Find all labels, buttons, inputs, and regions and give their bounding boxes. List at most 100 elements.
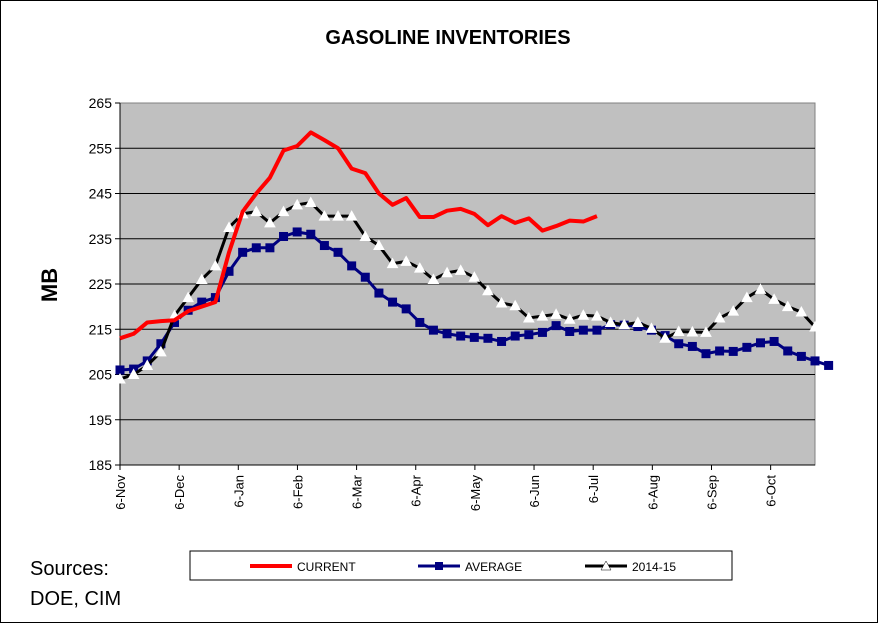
data-point (741, 291, 753, 303)
legend-label: 2014-15 (632, 560, 676, 574)
data-point (469, 332, 479, 342)
data-point (456, 331, 466, 341)
data-point (591, 310, 603, 321)
data-point (428, 325, 438, 335)
data-point (495, 296, 508, 308)
data-point (510, 331, 520, 341)
legend: CURRENT AVERAGE 2014-15 (250, 560, 676, 574)
data-point (659, 332, 671, 343)
data-point (373, 239, 385, 251)
series-current (119, 130, 598, 341)
y-tick-label: 205 (89, 367, 113, 383)
x-tick-label: 6-Aug (645, 475, 660, 510)
data-point (809, 320, 821, 332)
data-point (251, 243, 261, 253)
data-point (672, 325, 685, 337)
data-point (686, 325, 699, 337)
data-point (713, 311, 726, 323)
data-point (783, 346, 793, 356)
y-tick-label: 255 (89, 140, 113, 156)
data-point (742, 342, 752, 352)
data-point (333, 247, 343, 257)
data-point (522, 311, 535, 323)
data-point (209, 259, 222, 271)
data-point (755, 338, 765, 348)
data-point (482, 284, 494, 296)
data-point (182, 291, 194, 303)
data-point (155, 345, 167, 357)
data-point (306, 229, 316, 239)
data-point (441, 266, 453, 278)
data-point (577, 309, 590, 320)
x-tick-label: 6-May (468, 475, 483, 512)
data-point (265, 243, 275, 253)
data-point (141, 359, 154, 370)
data-point (115, 365, 125, 375)
data-point (279, 231, 289, 241)
y-axis-label: MB (37, 268, 62, 302)
data-point (700, 326, 712, 337)
data-point (769, 336, 779, 346)
x-tick-label: 6-Jan (231, 475, 246, 508)
data-point (264, 216, 276, 228)
data-point (824, 360, 834, 370)
data-point (537, 327, 547, 337)
legend-marker (600, 560, 612, 571)
data-point (250, 205, 263, 217)
data-point (238, 247, 248, 257)
legend-item-average: AVERAGE (418, 560, 522, 574)
data-point (578, 325, 588, 335)
x-tick-label: 6-Dec (172, 475, 187, 510)
legend-item-2014-15: 2014-15 (585, 560, 676, 574)
data-point (618, 318, 631, 330)
x-tick-label: 6-Nov (113, 475, 128, 510)
x-tick-label: 6-Jul (586, 475, 601, 503)
data-point (454, 264, 467, 275)
data-point (497, 336, 507, 346)
data-point (360, 272, 370, 282)
y-tick-label: 245 (89, 186, 113, 202)
data-point (810, 356, 820, 366)
series-line (119, 201, 817, 381)
data-point (551, 321, 561, 331)
data-point (795, 306, 808, 317)
data-point (524, 330, 534, 340)
data-point (345, 210, 358, 221)
data-point (604, 316, 617, 327)
sources-label: Sources: (30, 558, 109, 580)
x-tick-label: 6-Apr (409, 474, 424, 506)
data-point (114, 372, 126, 384)
y-tick-label: 225 (89, 276, 113, 292)
data-point (781, 300, 794, 312)
data-point (565, 327, 575, 337)
data-point (701, 349, 711, 359)
data-point (674, 339, 684, 349)
data-point (687, 341, 697, 351)
legend-label: AVERAGE (465, 560, 522, 574)
x-tick-label: 6-Sep (704, 475, 719, 510)
data-point (796, 351, 806, 361)
x-tick-label: 6-Jun (527, 475, 542, 508)
data-point (536, 310, 549, 321)
x-axis-tick-labels: 6-Nov 6-Dec 6-Jan 6-Feb 6-Mar 6-Apr 6-May 6-Jun… (113, 465, 779, 511)
data-point (728, 346, 738, 356)
data-point (292, 227, 302, 237)
data-point (442, 329, 452, 339)
sources-value: DOE, CIM (30, 588, 122, 610)
y-tick-label: 215 (89, 321, 113, 337)
x-tick-label: 6-Mar (350, 474, 365, 509)
chart-title: GASOLINE INVENTORIES (325, 27, 570, 49)
data-point (550, 308, 562, 319)
legend-item-current: CURRENT (250, 560, 356, 574)
data-point (318, 210, 331, 221)
data-point (195, 273, 208, 284)
y-tick-label: 195 (89, 412, 113, 428)
data-point (359, 230, 372, 241)
data-point (400, 255, 413, 266)
data-point (509, 299, 522, 311)
data-point (727, 305, 740, 316)
y-tick-label: 185 (89, 457, 113, 473)
data-point (715, 346, 725, 356)
data-point (401, 304, 411, 314)
